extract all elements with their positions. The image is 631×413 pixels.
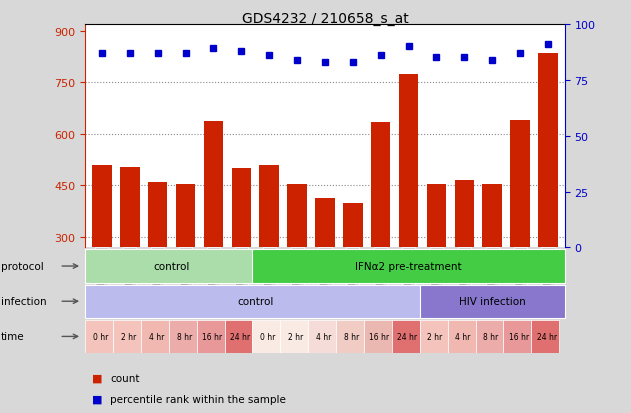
Bar xyxy=(176,185,196,340)
Bar xyxy=(476,320,504,353)
Text: 2 hr: 2 hr xyxy=(121,332,136,341)
Text: IFNα2 pre-treatment: IFNα2 pre-treatment xyxy=(355,261,462,271)
Text: 16 hr: 16 hr xyxy=(202,332,222,341)
Bar xyxy=(336,320,364,353)
Text: HIV infection: HIV infection xyxy=(459,297,526,306)
Bar xyxy=(343,203,363,340)
Bar xyxy=(169,320,197,353)
Bar xyxy=(287,184,307,340)
Text: GDS4232 / 210658_s_at: GDS4232 / 210658_s_at xyxy=(242,12,408,26)
Bar xyxy=(504,320,531,353)
Text: 8 hr: 8 hr xyxy=(177,332,192,341)
Bar xyxy=(399,74,418,340)
Bar xyxy=(392,320,420,353)
Bar xyxy=(204,121,223,340)
Bar xyxy=(85,320,113,353)
Text: 2 hr: 2 hr xyxy=(288,332,304,341)
Bar xyxy=(510,121,530,340)
Bar xyxy=(420,285,565,318)
Bar xyxy=(538,54,558,340)
Bar xyxy=(447,320,476,353)
Text: 4 hr: 4 hr xyxy=(316,332,331,341)
Text: 4 hr: 4 hr xyxy=(148,332,164,341)
Text: 0 hr: 0 hr xyxy=(93,332,108,341)
Text: count: count xyxy=(110,373,140,383)
Text: 4 hr: 4 hr xyxy=(456,332,471,341)
Bar xyxy=(85,250,258,283)
Text: time: time xyxy=(1,332,24,342)
Text: control: control xyxy=(153,261,190,271)
Bar xyxy=(225,320,252,353)
Bar xyxy=(92,166,112,340)
Bar xyxy=(148,183,167,340)
Text: ■: ■ xyxy=(91,394,102,404)
Bar xyxy=(483,184,502,340)
Text: ■: ■ xyxy=(91,373,102,383)
Bar xyxy=(259,166,279,340)
Bar xyxy=(197,320,225,353)
Bar xyxy=(252,320,280,353)
Bar xyxy=(141,320,169,353)
Bar xyxy=(531,320,559,353)
Text: 8 hr: 8 hr xyxy=(344,332,359,341)
Bar xyxy=(232,169,251,340)
Bar xyxy=(420,320,447,353)
Text: percentile rank within the sample: percentile rank within the sample xyxy=(110,394,286,404)
Bar xyxy=(316,198,334,340)
Bar xyxy=(120,167,139,340)
Bar xyxy=(364,320,392,353)
Bar xyxy=(454,181,474,340)
Bar xyxy=(308,320,336,353)
Text: protocol: protocol xyxy=(1,261,44,271)
Bar xyxy=(427,184,446,340)
Text: 16 hr: 16 hr xyxy=(369,332,389,341)
Text: 2 hr: 2 hr xyxy=(427,332,443,341)
Text: infection: infection xyxy=(1,297,46,306)
Text: control: control xyxy=(237,297,273,306)
Bar xyxy=(371,123,391,340)
Text: 24 hr: 24 hr xyxy=(536,332,557,341)
Text: 24 hr: 24 hr xyxy=(230,332,250,341)
Bar xyxy=(85,285,425,318)
Text: 24 hr: 24 hr xyxy=(397,332,417,341)
Bar xyxy=(280,320,308,353)
Text: 16 hr: 16 hr xyxy=(509,332,529,341)
Bar xyxy=(113,320,141,353)
Text: 0 hr: 0 hr xyxy=(260,332,276,341)
Bar xyxy=(252,250,565,283)
Text: 8 hr: 8 hr xyxy=(483,332,498,341)
